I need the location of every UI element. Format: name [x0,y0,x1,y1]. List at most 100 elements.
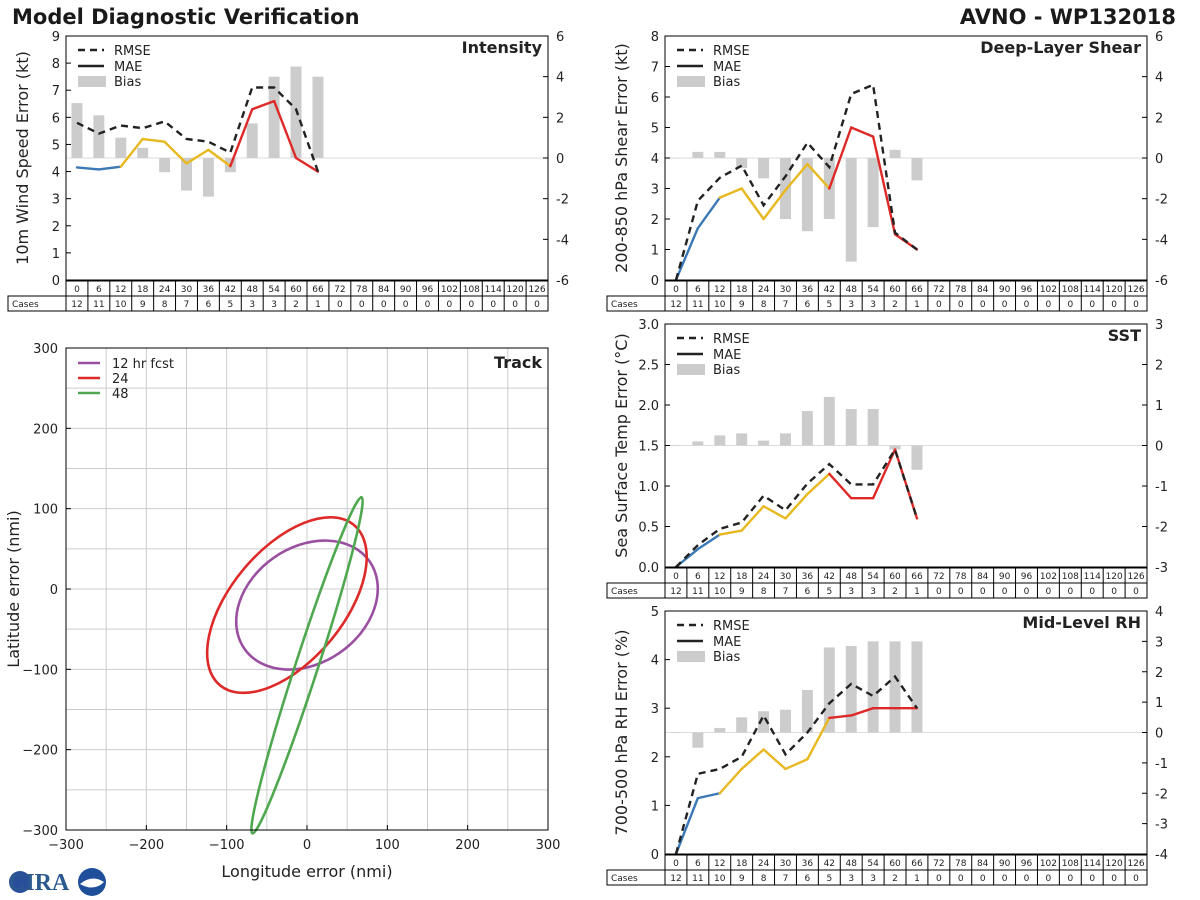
sst-legend-bias-swatch [677,364,705,375]
rh-case-count: 0 [958,874,964,884]
track-xtick-label: 100 [375,838,400,853]
rh-bias-bar [889,641,901,733]
intensity-mae-segment [229,107,254,168]
sst-bias-bar [845,409,857,446]
sst-bias-bar [758,440,770,446]
intensity-case-count: 1 [315,300,321,310]
sst-leadtime-label: 90 [999,572,1011,582]
rh-mae-segment [828,714,853,720]
sst-y2tick-label: 0 [1155,440,1163,455]
shear-ytick-label: 2 [651,213,659,228]
shear-bias-bar [758,158,770,179]
intensity-mae-segment [272,99,298,160]
sst-bias-bar [692,441,704,446]
intensity-leadtime-label: 36 [203,285,215,295]
noaa-bird-icon [80,878,104,888]
intensity-leadtime-label: 12 [115,285,126,295]
intensity-bias-bar [312,76,324,158]
intensity-leadtime-label: 114 [485,285,502,295]
shear-y2tick-label: -4 [1155,233,1168,248]
sst-leadtime-label: 66 [911,572,923,582]
rh-case-count: 0 [1002,874,1008,884]
rh-leadtime-label: 42 [824,859,835,869]
track-ytick-label: 0 [50,583,58,598]
sst-leadtime-label: 108 [1062,572,1079,582]
shear-legend-rmse-label: RMSE [713,44,750,59]
shear-title: Deep-Layer Shear [980,38,1141,57]
sst-mae-segment [718,529,743,536]
shear-leadtime-label: 120 [1106,285,1123,295]
intensity-mae-segment [207,148,232,168]
shear-mae-segment [762,188,787,221]
sst-mae-segment [871,448,897,500]
shear-case-count: 7 [783,300,789,310]
intensity-mae-segment [294,156,320,173]
sst-bias-bar [889,445,901,450]
shear-case-count: 3 [848,300,854,310]
sst-leadtime-label: 120 [1106,572,1123,582]
intensity-bias-bar [93,115,105,158]
track-ellipse [250,495,364,835]
shear-legend-bias-label: Bias [713,75,740,90]
rh-cases-row [606,869,1148,886]
rh-ytick-label: 5 [651,605,659,620]
page-title: Model Diagnostic Verification [12,5,360,29]
sst-case-count: 11 [692,587,703,597]
shear-case-count: 0 [1002,300,1008,310]
rh-leadtime-label: 84 [977,859,989,869]
shear-mae-segment [871,135,897,236]
intensity-ytick-label: 7 [52,84,60,99]
intensity-leadtime-label: 126 [528,285,545,295]
sst-leadtime-label: 114 [1084,572,1101,582]
intensity-case-count: 6 [206,300,212,310]
rh-case-count: 2 [892,874,898,884]
storm-id: AVNO - WP132018 [959,5,1176,29]
intensity-leadtime-label: 78 [356,285,368,295]
rh-rmse-line [674,674,918,855]
sst-case-count: 2 [892,587,898,597]
intensity-case-count: 9 [140,300,146,310]
intensity-bias-bar [159,158,171,173]
shear-case-count: 0 [980,300,986,310]
sst-leadtime-label: 12 [714,572,725,582]
shear-ytick-label: 7 [651,61,659,76]
shear-leadtime-label: 66 [911,285,923,295]
sst-case-count: 0 [980,587,986,597]
track-ylabel: Latitude error (nmi) [4,510,23,667]
shear-case-count: 0 [1111,300,1117,310]
intensity-leadtime-label: 54 [268,285,280,295]
intensity-mae-segment [97,165,122,171]
shear-rmse-line [674,83,918,281]
shear-cases-label: Cases [611,300,638,310]
rh-bias-bar [714,727,726,733]
rh-leadtime-label: 72 [933,859,944,869]
intensity-leadtime-label: 18 [137,285,149,295]
intensity-cases-row [7,295,549,312]
intensity-leadtime-label: 96 [422,285,434,295]
shear-y2tick-label: -2 [1155,193,1168,208]
sst-case-count: 7 [783,587,789,597]
sst-case-count: 10 [714,587,726,597]
rh-y2tick-label: 1 [1155,696,1163,711]
rh-y2tick-label: 2 [1155,666,1163,681]
sst-bias-bar [823,396,835,446]
intensity-ytick-label: 3 [52,193,60,208]
intensity-bias-bar [71,103,83,158]
sst-legend-mae-label: MAE [713,348,741,363]
track-xtick-label: −300 [48,838,84,853]
rh-mae-segment [696,792,721,800]
shear-mae-segment [784,162,809,192]
shear-y2tick-label: -6 [1155,274,1168,289]
track-ellipse [205,515,368,695]
sst-y2tick-label: 1 [1155,399,1163,414]
sst-bias-bar [780,433,791,446]
intensity-bias-bar [137,147,149,158]
intensity-legend-bias-label: Bias [114,75,141,90]
intensity-y2tick-label: -6 [556,274,569,289]
sst-leadtime-label: 126 [1127,572,1144,582]
sst-cases-row [606,582,1148,599]
intensity-bias-bar [268,76,280,158]
shear-leadtime-label: 60 [889,285,901,295]
intensity-leadtime-label: 48 [247,285,259,295]
shear-leadtime-label: 84 [977,285,989,295]
